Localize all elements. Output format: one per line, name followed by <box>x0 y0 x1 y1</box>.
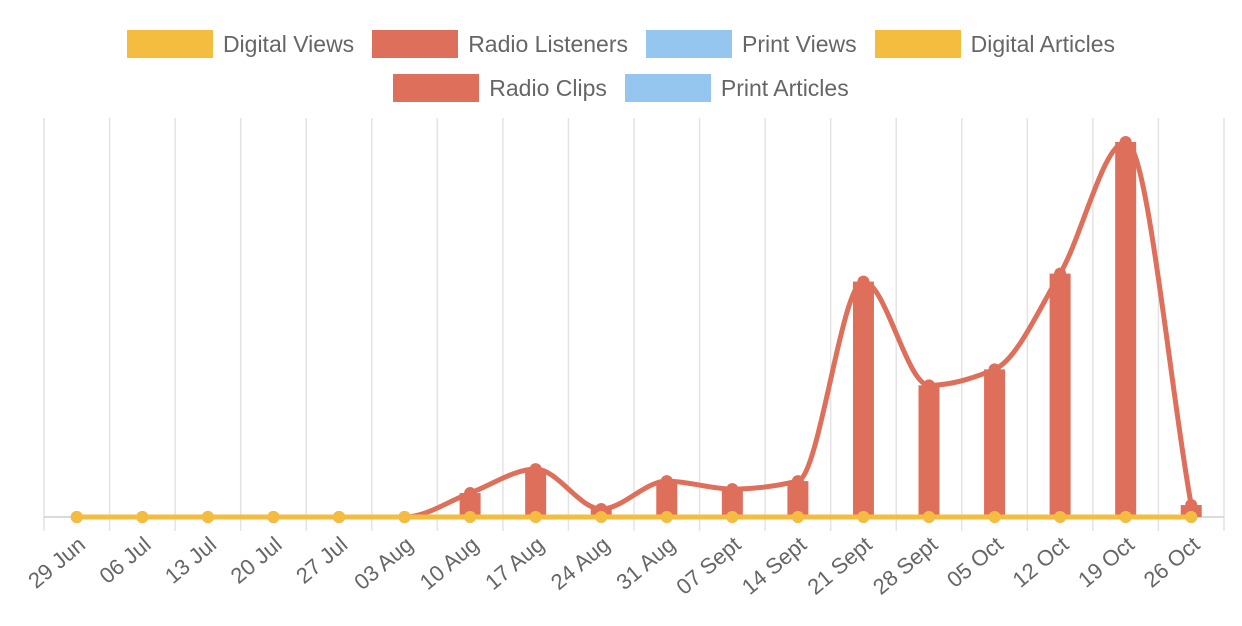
point-digital-views-03-aug <box>398 511 411 523</box>
point-digital-views-10-aug <box>464 511 477 523</box>
bar-radio-clips-28-sept <box>918 385 940 517</box>
legend-label-radio-clips: Radio Clips <box>489 74 607 101</box>
legend-swatch-radio-listeners <box>372 30 459 58</box>
point-digital-views-31-aug <box>660 511 673 523</box>
legend-label-radio-listeners: Radio Listeners <box>468 30 628 57</box>
point-radio-listeners-19-oct <box>1119 135 1132 148</box>
point-digital-views-26-oct <box>1185 511 1198 523</box>
bar-radio-clips-05-oct <box>984 369 1006 517</box>
x-tick-label: 06 Jul <box>94 532 155 589</box>
point-radio-listeners-05-oct <box>988 363 1001 376</box>
legend-swatch-digital-articles <box>874 30 961 58</box>
bar-radio-clips-14-sept <box>787 481 809 517</box>
point-radio-listeners-17-aug <box>529 463 542 476</box>
point-radio-listeners-12-oct <box>1054 267 1067 280</box>
x-tick-label: 13 Jul <box>160 532 221 589</box>
x-tick-label: 29 Jun <box>23 532 90 594</box>
legend-label-digital-views: Digital Views <box>222 30 355 57</box>
point-digital-views-24-aug <box>595 511 608 523</box>
point-digital-views-28-sept <box>923 511 935 523</box>
point-digital-views-14-sept <box>791 511 804 523</box>
grid-lines <box>43 118 1225 531</box>
point-digital-views-20-jul <box>267 511 280 523</box>
bar-radio-clips-17-aug <box>525 469 547 517</box>
legend-label-print-articles: Print Articles <box>720 74 849 101</box>
point-digital-views-19-oct <box>1119 511 1132 523</box>
x-tick-label: 20 Jul <box>226 532 287 589</box>
legend-swatch-digital-views <box>126 30 213 58</box>
point-radio-listeners-21-sept <box>857 275 870 288</box>
point-digital-views-21-sept <box>857 511 870 523</box>
x-tick-label: 27 Jul <box>291 532 352 589</box>
point-digital-views-12-oct <box>1054 511 1067 523</box>
bar-radio-clips-31-aug <box>656 481 678 517</box>
x-tick-label: 26 Oct <box>1139 532 1205 593</box>
point-radio-listeners-10-aug <box>464 487 477 500</box>
legend-label-digital-articles: Digital Articles <box>970 30 1116 57</box>
x-tick-label: 31 Aug <box>611 532 680 595</box>
point-digital-views-07-sept <box>726 511 739 523</box>
point-radio-listeners-07-sept <box>726 483 739 496</box>
bar-radio-clips-07-sept <box>721 489 743 517</box>
chart-legend: Digital Views Radio Listeners Print View… <box>0 22 1242 110</box>
line-series-group <box>70 135 1198 523</box>
legend-item-digital-views[interactable]: Digital Views <box>126 30 355 58</box>
legend-row-1: Digital Views Radio Listeners Print View… <box>0 22 1242 66</box>
legend-swatch-radio-clips <box>393 74 480 102</box>
legend-item-print-views[interactable]: Print Views <box>646 30 857 58</box>
x-tick-label: 24 Aug <box>546 532 615 595</box>
bar-radio-clips-10-aug <box>459 493 481 517</box>
legend-item-radio-clips[interactable]: Radio Clips <box>393 74 607 102</box>
point-digital-views-27-jul <box>333 511 345 523</box>
x-tick-label: 10 Aug <box>415 532 484 595</box>
point-radio-listeners-26-oct <box>1185 499 1198 512</box>
x-tick-label: 17 Aug <box>480 532 549 595</box>
point-digital-views-13-jul <box>201 511 214 523</box>
bar-radio-clips-21-sept <box>852 281 874 517</box>
legend-swatch-print-articles <box>624 74 711 102</box>
legend-item-print-articles[interactable]: Print Articles <box>624 74 849 102</box>
legend-swatch-print-views <box>646 30 732 58</box>
x-tick-label: 28 Sept <box>868 532 942 600</box>
bar-radio-clips-12-oct <box>1049 273 1071 517</box>
x-tick-label: 14 Sept <box>737 532 811 600</box>
bar-series-group <box>459 141 1202 517</box>
point-digital-views-17-aug <box>529 511 542 523</box>
point-digital-views-05-oct <box>988 511 1001 523</box>
x-tick-label: 12 Oct <box>1008 532 1074 593</box>
x-tick-label: 03 Aug <box>349 532 418 595</box>
x-tick-label: 21 Sept <box>802 532 876 600</box>
legend-item-digital-articles[interactable]: Digital Articles <box>874 30 1116 58</box>
point-digital-views-06-jul <box>136 511 149 523</box>
point-digital-views-29-jun <box>70 511 83 523</box>
point-radio-listeners-28-sept <box>923 379 935 392</box>
bar-radio-clips-19-oct <box>1115 141 1137 517</box>
x-tick-label: 19 Oct <box>1073 532 1139 593</box>
x-tick-label: 05 Oct <box>942 532 1008 593</box>
x-tick-label: 07 Sept <box>671 532 745 600</box>
point-radio-listeners-31-aug <box>660 475 673 488</box>
point-radio-listeners-14-sept <box>791 475 804 488</box>
legend-label-print-views: Print Views <box>742 30 857 57</box>
legend-item-radio-listeners[interactable]: Radio Listeners <box>372 30 628 58</box>
legend-row-2: Radio Clips Print Articles <box>0 66 1242 110</box>
